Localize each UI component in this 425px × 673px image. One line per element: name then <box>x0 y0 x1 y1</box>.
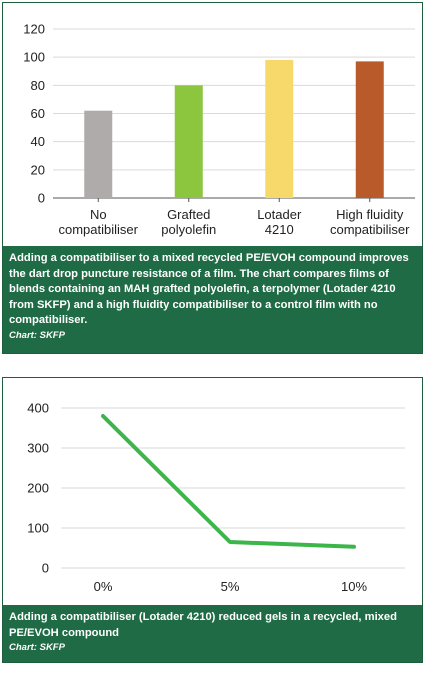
x-tick-label: 10% <box>341 579 367 594</box>
caption-text-1: Adding a compatibiliser to a mixed recyc… <box>9 252 409 326</box>
y-tick-label: 60 <box>31 106 45 121</box>
x-tick-label: 0% <box>94 579 113 594</box>
bar <box>84 110 113 198</box>
bar-chart-svg: 0 20 40 60 80 100 120 No compatibiliser Grafted po… <box>23 22 415 237</box>
y-tick-label: 20 <box>31 162 45 177</box>
x-tick-label: 5% <box>221 579 240 594</box>
y-tick-label: 200 <box>27 481 49 496</box>
chart-panel-1: 0 20 40 60 80 100 120 No compatibiliser Grafted po… <box>2 2 423 354</box>
caption-source-1: Chart: SKFP <box>9 329 65 341</box>
y-tick-label: 100 <box>27 521 49 536</box>
caption-text-2: Adding a compatibiliser (Lotader 4210) r… <box>9 611 397 639</box>
y-tick-label: 400 <box>27 401 49 416</box>
y-tick-label: 120 <box>23 22 45 37</box>
bar <box>265 59 294 198</box>
series-line <box>101 414 356 549</box>
x-category-label: No compatibiliser <box>59 207 139 237</box>
y-tick-label: 0 <box>42 561 49 576</box>
y-tick-label: 300 <box>27 441 49 456</box>
bar <box>174 85 203 198</box>
caption-source-2: Chart: SKFP <box>9 642 65 653</box>
y-tick-label: 80 <box>31 78 45 93</box>
y-tick-label: 40 <box>31 134 45 149</box>
y-tick-label: 100 <box>23 50 45 65</box>
bar <box>355 61 384 199</box>
bar-chart: 0 20 40 60 80 100 120 No compatibiliser Grafted po… <box>3 3 422 245</box>
line-chart: 0 100 200 300 400 0% 5% 10% <box>3 378 422 604</box>
y-tick-label: 0 <box>38 191 45 206</box>
line-chart-svg: 0 100 200 300 400 0% 5% 10% <box>27 401 405 594</box>
x-category-label: Lotader 4210 <box>257 207 302 237</box>
chart-caption-2: Adding a compatibiliser (Lotader 4210) r… <box>3 605 422 662</box>
x-category-label: Grafted polyolefin <box>161 207 216 237</box>
x-category-label: High fluidity compatibiliser <box>330 207 410 237</box>
chart-caption-1: Adding a compatibiliser to a mixed recyc… <box>3 246 422 353</box>
chart-panel-2: 0 100 200 300 400 0% 5% 10% Adding a compatibil… <box>2 377 423 663</box>
